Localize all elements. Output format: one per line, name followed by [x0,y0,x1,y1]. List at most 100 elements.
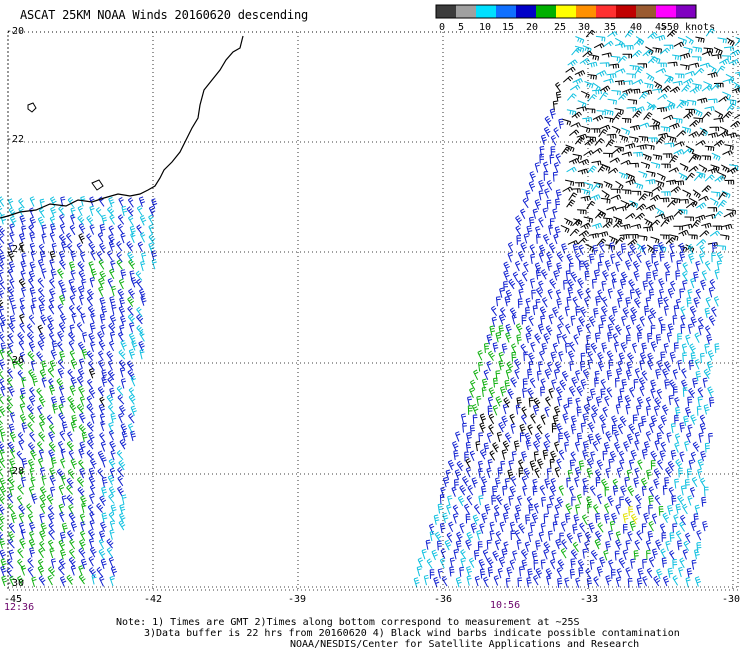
wind-barb [508,278,516,290]
wind-barb [0,331,5,343]
wind-barb [638,235,648,241]
wind-barb [576,106,587,112]
wind-barb [128,258,136,270]
wind-barb [118,305,126,317]
wind-barb [90,250,96,261]
wind-barb [459,484,467,496]
wind-barb [576,432,583,443]
wind-barb [550,134,557,146]
wind-barb [517,577,523,588]
wind-barb [79,251,86,263]
wind-barb [632,260,640,272]
wind-barb [455,431,461,442]
wind-barb [510,423,516,434]
wind-barb [77,285,85,297]
wind-barb [572,541,579,553]
wind-barb [640,244,647,256]
wind-barb [109,575,115,587]
wind-barb [8,549,14,560]
wind-barb [652,47,662,54]
wind-barb [27,350,35,362]
wind-barb [673,149,685,156]
wind-barb [71,312,77,324]
wind-barb [575,504,581,515]
wind-barb [555,289,562,300]
wind-barb [721,223,733,230]
wind-barb [31,297,37,308]
wind-barb [117,214,125,225]
wind-barb [709,278,716,290]
wind-barb [58,565,65,576]
wind-barb [19,241,25,253]
wind-barb [552,521,558,532]
wind-barb [670,252,676,263]
wind-barb [626,106,637,112]
wind-barb [20,260,27,271]
wind-barb [623,441,630,452]
wind-barb [37,258,45,270]
wind-barb [38,547,44,559]
wind-barb [481,485,487,496]
wind-barb [661,404,669,416]
wind-barb [50,457,57,468]
wind-barb [628,234,639,239]
wind-barb [691,559,697,570]
wind-barb [68,504,74,515]
wind-barb [52,403,59,414]
wind-barb [532,574,539,586]
wind-barb [551,549,557,561]
wind-barb [639,122,650,128]
wind-barb [679,99,689,107]
wind-barb [77,476,85,487]
wind-barb [587,359,593,370]
wind-barb [475,441,481,452]
wind-barb [600,305,608,317]
wind-barb [60,475,67,486]
wind-barb [17,558,24,569]
wind-barb [576,325,583,336]
wind-barb [127,296,135,307]
wind-barb [507,251,513,263]
wind-barb [527,531,534,543]
wind-barb [51,242,57,254]
legend-label: 30 [578,22,590,32]
wind-barb [37,277,45,288]
wind-barb [523,467,531,479]
wind-barb [561,370,569,382]
wind-barb [442,476,449,488]
legend-label: 0 [439,22,445,32]
wind-barb [656,106,667,113]
wind-barb [467,405,473,415]
wind-barb [655,368,661,380]
wind-barb [127,369,135,380]
wind-barb [495,494,503,506]
wind-barb [544,406,550,417]
wind-barb [601,423,607,434]
wind-barb [651,185,663,192]
wind-barb [608,167,619,174]
wind-barb [667,135,677,143]
legend-label: 15 [502,22,514,32]
wind-barb [553,127,560,138]
wind-barb [9,431,17,443]
wind-barb [562,75,574,83]
wind-barb [576,406,582,417]
wind-barb [603,152,613,158]
wind-barb [106,538,114,549]
wind-barb [566,166,577,173]
wind-barb [681,126,692,134]
wind-barb [429,569,435,579]
wind-barb [672,369,679,380]
wind-barb [108,240,115,252]
wind-barb [488,413,495,425]
wind-barb [637,459,643,470]
wind-barb [540,269,548,280]
wind-barb [47,323,55,334]
wind-barb [89,493,95,505]
wind-barb [505,289,513,301]
wind-barb [608,458,614,469]
wind-barb [78,270,86,281]
wind-barb [78,459,85,470]
wind-barb [710,164,720,172]
wind-barb [662,575,670,587]
